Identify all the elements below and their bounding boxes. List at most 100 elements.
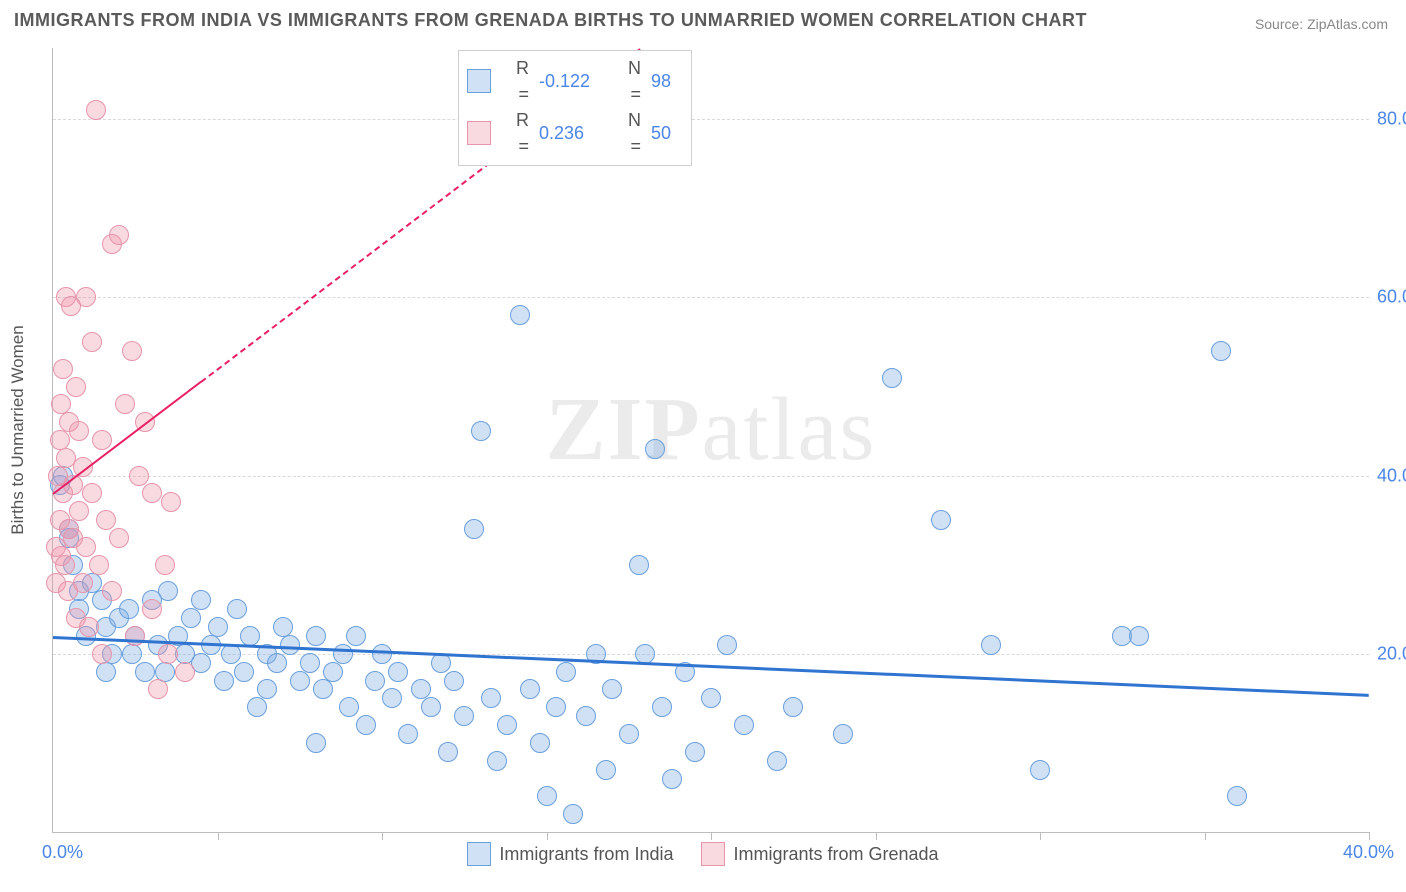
scatter-point — [115, 394, 135, 414]
scatter-point — [546, 697, 566, 717]
scatter-point — [92, 430, 112, 450]
legend-swatch — [467, 842, 491, 866]
scatter-point — [596, 760, 616, 780]
scatter-point — [76, 537, 96, 557]
scatter-point — [444, 671, 464, 691]
stat-r-label: R = — [501, 55, 529, 107]
source-attribution: Source: ZipAtlas.com — [1255, 16, 1388, 32]
stats-row: R =-0.122N =98 — [467, 55, 681, 107]
source-link[interactable]: ZipAtlas.com — [1307, 16, 1388, 32]
scatter-point — [645, 439, 665, 459]
stat-n-value: 50 — [651, 120, 681, 146]
scatter-point — [1211, 341, 1231, 361]
scatter-point — [602, 679, 622, 699]
scatter-point — [158, 644, 178, 664]
scatter-point — [161, 492, 181, 512]
scatter-point — [1227, 786, 1247, 806]
scatter-point — [734, 715, 754, 735]
scatter-point — [481, 688, 501, 708]
legend-item: Immigrants from Grenada — [701, 842, 938, 866]
scatter-point — [227, 599, 247, 619]
scatter-point — [86, 100, 106, 120]
scatter-point — [181, 608, 201, 628]
scatter-point — [313, 679, 333, 699]
stat-n-value: 98 — [651, 68, 681, 94]
scatter-point — [79, 617, 99, 637]
chart-title: IMMIGRANTS FROM INDIA VS IMMIGRANTS FROM… — [14, 10, 1087, 31]
scatter-point — [53, 359, 73, 379]
scatter-point — [1129, 626, 1149, 646]
scatter-point — [73, 573, 93, 593]
scatter-point — [109, 528, 129, 548]
stat-r-value: -0.122 — [539, 68, 603, 94]
scatter-point — [158, 581, 178, 601]
scatter-point — [290, 671, 310, 691]
legend-item: Immigrants from India — [467, 842, 673, 866]
scatter-point — [556, 662, 576, 682]
scatter-point — [96, 662, 116, 682]
scatter-point — [487, 751, 507, 771]
scatter-point — [191, 590, 211, 610]
y-tick-label: 20.0% — [1377, 643, 1406, 664]
y-tick-label: 60.0% — [1377, 287, 1406, 308]
scatter-point — [576, 706, 596, 726]
watermark: ZIPatlas — [546, 378, 877, 481]
x-tick — [1040, 832, 1041, 840]
scatter-point — [346, 626, 366, 646]
scatter-point — [142, 483, 162, 503]
scatter-point — [119, 599, 139, 619]
watermark-bold: ZIP — [546, 380, 702, 479]
scatter-point — [652, 697, 672, 717]
x-tick — [382, 832, 383, 840]
scatter-point — [438, 742, 458, 762]
stats-row: R =0.236N =50 — [467, 107, 681, 159]
scatter-point — [66, 377, 86, 397]
scatter-point — [382, 688, 402, 708]
scatter-point — [214, 671, 234, 691]
scatter-point — [530, 733, 550, 753]
scatter-point — [717, 635, 737, 655]
stat-r-value: 0.236 — [539, 120, 603, 146]
gridline — [53, 297, 1369, 298]
scatter-point — [306, 626, 326, 646]
y-tick-label: 80.0% — [1377, 109, 1406, 130]
scatter-point — [701, 688, 721, 708]
legend-swatch — [467, 121, 491, 145]
scatter-point — [365, 671, 385, 691]
scatter-point — [398, 724, 418, 744]
legend-swatch — [467, 69, 491, 93]
x-tick — [1205, 832, 1206, 840]
scatter-point — [833, 724, 853, 744]
series-legend: Immigrants from India Immigrants from Gre… — [0, 842, 1406, 871]
scatter-point — [1030, 760, 1050, 780]
scatter-point — [497, 715, 517, 735]
scatter-point — [175, 662, 195, 682]
y-tick-label: 40.0% — [1377, 465, 1406, 486]
scatter-point — [148, 679, 168, 699]
x-tick — [876, 832, 877, 840]
scatter-point — [82, 332, 102, 352]
scatter-point — [280, 635, 300, 655]
scatter-point — [471, 421, 491, 441]
scatter-point — [240, 626, 260, 646]
scatter-point — [102, 581, 122, 601]
correlation-stats-box: R =-0.122N =98R =0.236N =50 — [458, 50, 692, 166]
scatter-point — [662, 769, 682, 789]
scatter-point — [619, 724, 639, 744]
scatter-point — [109, 225, 129, 245]
scatter-point — [454, 706, 474, 726]
scatter-point — [82, 483, 102, 503]
scatter-point — [135, 662, 155, 682]
legend-swatch — [701, 842, 725, 866]
scatter-point — [142, 599, 162, 619]
scatter-point — [89, 555, 109, 575]
scatter-point — [122, 341, 142, 361]
scatter-point — [783, 697, 803, 717]
x-tick — [1369, 832, 1370, 840]
scatter-point — [629, 555, 649, 575]
scatter-point — [333, 644, 353, 664]
scatter-point — [421, 697, 441, 717]
scatter-point — [125, 626, 145, 646]
scatter-point — [520, 679, 540, 699]
scatter-point — [208, 617, 228, 637]
